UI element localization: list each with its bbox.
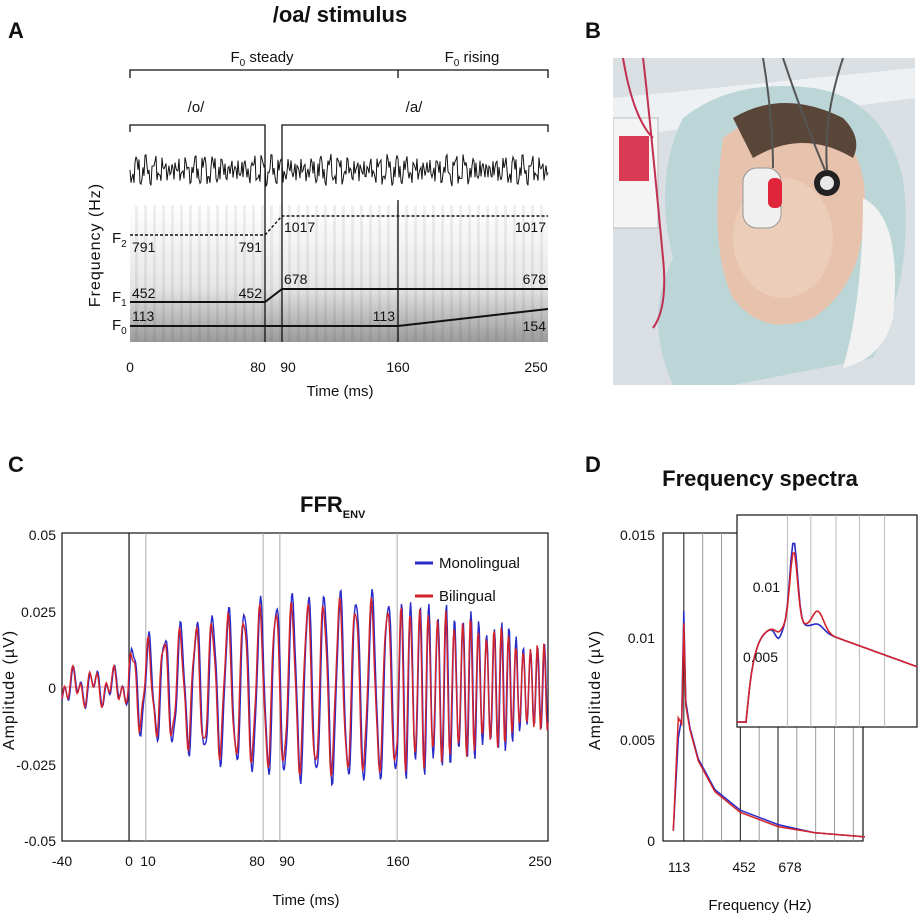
panel-d-ylabel: Amplitude (µV): [587, 630, 604, 750]
inset-ytick-2: 0.005: [743, 649, 778, 665]
f2-label: F2: [112, 230, 127, 250]
legend-mono-label: Monolingual: [439, 555, 520, 572]
segment-bracket: [129, 69, 549, 78]
panel-c-ylabel: Amplitude (µV): [1, 630, 18, 750]
c-ytick-2: 0.025: [21, 604, 56, 620]
f2-value-start: 791: [132, 239, 156, 255]
panel-c-xlabel: Time (ms): [273, 892, 340, 909]
inset-gridlines: [786, 515, 886, 727]
f1-contour: [130, 288, 548, 303]
c-xtick-m40: -40: [52, 853, 72, 869]
c-xtick-250: 250: [528, 853, 552, 869]
panel-d-title: Frequency spectra: [662, 466, 858, 491]
f0-steady-label: F0 steady: [230, 49, 294, 69]
inset-ytick-1: 0.01: [753, 579, 780, 595]
d-xtick-452: 452: [732, 859, 756, 875]
series-bilingual-line: [61, 597, 549, 777]
vowel-o-bracket: [129, 124, 266, 132]
f0-contour: [130, 308, 549, 327]
c-ytick-3: 0: [48, 680, 56, 696]
f0-value-160: 113: [373, 308, 396, 324]
f2-value-250: 1017: [515, 219, 546, 235]
a-xtick-90: 90: [280, 359, 296, 375]
d-ytick-2: 0.01: [628, 630, 655, 646]
f0-value-250: 154: [523, 318, 547, 334]
panel-c-title: FFRENV: [300, 492, 366, 521]
spectrum-bilingual-line: [672, 623, 866, 838]
panel-d-xlabel: Frequency (Hz): [708, 897, 811, 914]
f1-label: F1: [112, 289, 127, 309]
infant-eeg-photo: [613, 58, 915, 385]
inset-bilingual-line: [737, 552, 918, 723]
c-xtick-80: 80: [249, 853, 265, 869]
c-ytick-1: 0.05: [29, 527, 56, 543]
c-ytick-4: -0.025: [16, 757, 56, 773]
vowel-a-bracket: [281, 124, 549, 132]
d-xtick-678: 678: [778, 859, 802, 875]
panel-b-label: B: [585, 18, 601, 43]
legend: Monolingual Bilingual: [415, 555, 520, 605]
f2-value-80: 791: [239, 239, 263, 255]
d-ytick-3: 0.005: [620, 732, 655, 748]
a-xtick-250: 250: [524, 359, 548, 375]
panel-c-label: C: [8, 452, 24, 477]
d-xtick-113: 113: [668, 859, 691, 875]
f0-label: F0: [112, 317, 127, 337]
a-xtick-80: 80: [250, 359, 266, 375]
f2-contour: [130, 215, 548, 236]
a-xtick-0: 0: [126, 359, 134, 375]
panel-a-title: /oa/ stimulus: [273, 2, 407, 27]
c-ytick-5: -0.05: [24, 833, 56, 849]
photo-illustration: [613, 58, 915, 385]
c-xtick-160: 160: [386, 853, 410, 869]
f2-value-90: 1017: [284, 219, 315, 235]
f1-value-start: 452: [132, 285, 156, 301]
panel-a-label: A: [8, 18, 24, 43]
f0-value-start: 113: [132, 308, 155, 324]
c-xtick-10: 10: [140, 853, 156, 869]
inset-axes: [736, 514, 918, 728]
c-xtick-90: 90: [279, 853, 295, 869]
vowel-a-label: /a/: [406, 99, 424, 116]
a-xtick-160: 160: [386, 359, 410, 375]
c-xtick-0: 0: [125, 853, 133, 869]
f1-value-250: 678: [523, 271, 547, 287]
f0-rising-label: F0 rising: [445, 49, 500, 69]
f1-value-80: 452: [239, 285, 263, 301]
d-ytick-1: 0.015: [620, 527, 655, 543]
d-ytick-4: 0: [647, 833, 655, 849]
panel-d-label: D: [585, 452, 601, 477]
legend-bi-label: Bilingual: [439, 588, 496, 605]
f1-value-90: 678: [284, 271, 308, 287]
stimulus-waveform: [129, 153, 549, 187]
panel-a-xlabel: Time (ms): [307, 383, 374, 400]
vowel-o-label: /o/: [188, 99, 206, 116]
panel-a-ylabel: Frequency (Hz): [87, 183, 104, 307]
